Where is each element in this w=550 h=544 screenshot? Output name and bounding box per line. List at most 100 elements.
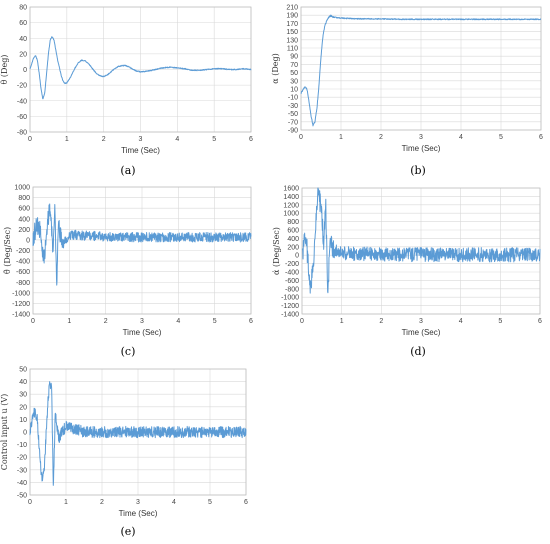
x-axis-label: Time (Sec) <box>402 144 441 153</box>
x-tick-label: 6 <box>249 318 253 325</box>
y-tick-label: -10 <box>288 95 298 102</box>
x-tick-label: 0 <box>299 134 303 141</box>
series-line-c <box>32 203 252 286</box>
y-tick-label: 210 <box>286 5 298 12</box>
x-tick-label: 1 <box>64 499 68 506</box>
y-tick-label: 400 <box>18 216 30 223</box>
x-tick-label: 3 <box>419 134 423 141</box>
x-tick-label: 5 <box>212 136 216 143</box>
chart-caption: (e) <box>120 525 135 538</box>
y-tick-label: 0 <box>295 253 299 260</box>
y-tick-label: 70 <box>290 62 298 69</box>
y-tick-label: 200 <box>287 244 299 251</box>
y-tick-label: 800 <box>287 219 299 226</box>
y-tick-label: 20 <box>19 51 27 58</box>
x-tick-label: 4 <box>172 499 176 506</box>
y-tick-label: -40 <box>17 480 27 487</box>
x-axis-label: Time (Sec) <box>119 509 158 518</box>
y-tick-label: -70 <box>288 119 298 126</box>
y-tick-label: 40 <box>19 36 27 43</box>
x-tick-label: 6 <box>249 136 253 143</box>
y-tick-label: 1000 <box>283 211 299 218</box>
x-tick-label: 6 <box>539 134 543 141</box>
y-tick-label: 0 <box>23 430 27 437</box>
chart-a: -80 -60 -40 -20 0 20 40 60 80 0 1 2 3 4 5 6 Time (Sec) θ … <box>0 5 253 178</box>
plot-frame <box>300 6 542 131</box>
y-tick-label: -400 <box>16 259 30 266</box>
y-tick-label: -1200 <box>12 301 30 308</box>
y-tick-label: 1000 <box>14 185 30 192</box>
y-tick-label: 1200 <box>283 202 299 209</box>
y-tick-label: 800 <box>18 195 30 202</box>
y-tick-label: 10 <box>290 87 298 94</box>
x-tick-label: 3 <box>139 136 143 143</box>
y-tick-label: 50 <box>19 367 27 374</box>
y-tick-label: 50 <box>290 70 298 77</box>
x-tick-label: 4 <box>459 134 463 141</box>
y-tick-label: -600 <box>285 278 299 285</box>
y-tick-label: -50 <box>17 493 27 500</box>
chart-c: -1400 -1200 -1000 -800 -600 -400 -200 0 200 400 60… <box>3 185 253 359</box>
series-line-a <box>29 36 252 100</box>
x-axis-label: Time (Sec) <box>123 328 162 337</box>
y-tick-label: 20 <box>19 404 27 411</box>
x-tick-label: 3 <box>136 499 140 506</box>
x-tick-label: 5 <box>498 318 502 325</box>
y-tick-label: -800 <box>285 286 299 293</box>
x-tick-label: 2 <box>102 136 106 143</box>
y-tick-label: -20 <box>17 83 27 90</box>
y-tick-label: -1400 <box>12 312 30 319</box>
y-tick-label: -1000 <box>12 290 30 297</box>
y-axis-label: θ (Deg) <box>0 55 9 85</box>
x-tick-label: 0 <box>28 136 32 143</box>
y-tick-label: 90 <box>290 54 298 61</box>
y-tick-label: 600 <box>287 228 299 235</box>
series-line-e <box>29 381 247 486</box>
y-tick-label: -800 <box>16 280 30 287</box>
y-tick-label: 1400 <box>283 194 299 201</box>
x-tick-label: 2 <box>100 499 104 506</box>
y-tick-label: 130 <box>286 37 298 44</box>
x-tick-label: 0 <box>28 499 32 506</box>
chart-b: -90-70-50-30-101030507090110130150170190… <box>271 5 543 178</box>
chart-d: -1400-1200-1000-800-600-400-200020040060… <box>272 186 542 359</box>
y-tick-label: -80 <box>17 130 27 137</box>
y-tick-label: -90 <box>288 128 298 135</box>
x-axis-label: Time (Sec) <box>402 328 441 337</box>
y-tick-label: -200 <box>16 248 30 255</box>
x-tick-label: 3 <box>140 318 144 325</box>
x-tick-label: 5 <box>208 499 212 506</box>
y-tick-label: 10 <box>19 417 27 424</box>
y-tick-label: -1200 <box>281 303 299 310</box>
y-tick-label: 30 <box>290 78 298 85</box>
x-tick-label: 6 <box>244 499 248 506</box>
x-tick-label: 5 <box>499 134 503 141</box>
x-tick-label: 2 <box>104 318 108 325</box>
x-axis-label: Time (Sec) <box>121 146 160 155</box>
y-axis-label: θ̇ (Deg/Sec) <box>3 227 12 274</box>
chart-caption: (d) <box>410 345 426 358</box>
x-tick-label: 1 <box>339 134 343 141</box>
y-tick-label: 1600 <box>283 186 299 193</box>
y-tick-label: -1000 <box>281 295 299 302</box>
y-tick-label: -20 <box>17 455 27 462</box>
y-tick-label: 150 <box>286 29 298 36</box>
chart-caption: (b) <box>410 164 426 177</box>
chart-e: -50 -40 -30 -20 -10 0 10 20 30 40 50 0 1 2 3 4 5 6 Time (S… <box>0 367 248 539</box>
y-tick-label: 80 <box>19 5 27 12</box>
y-tick-label: 40 <box>19 379 27 386</box>
y-tick-label: -10 <box>17 442 27 449</box>
y-axis-label: α (Deg) <box>271 53 280 83</box>
x-tick-label: 5 <box>213 318 217 325</box>
y-tick-label: -200 <box>285 261 299 268</box>
y-tick-label: 0 <box>23 67 27 74</box>
y-tick-label: 190 <box>286 13 298 20</box>
y-tick-label: -600 <box>16 269 30 276</box>
y-tick-label: 400 <box>287 236 299 243</box>
x-tick-label: 4 <box>459 318 463 325</box>
y-tick-label: 0 <box>26 237 30 244</box>
y-tick-label: 200 <box>18 227 30 234</box>
y-tick-label: -30 <box>288 103 298 110</box>
y-tick-label: 600 <box>18 206 30 213</box>
